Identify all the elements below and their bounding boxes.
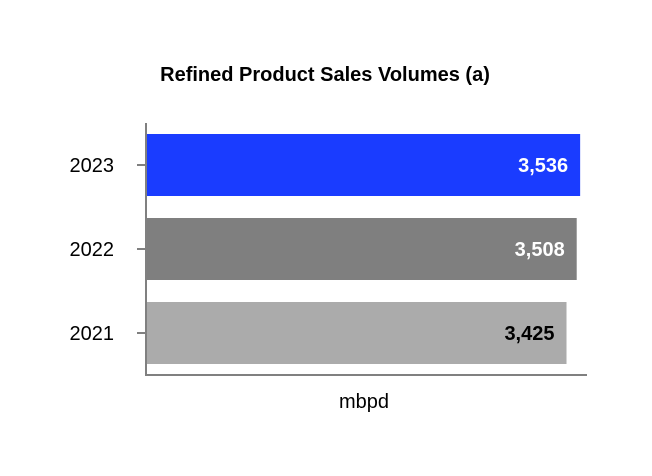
data-labels-group: 3,536 3,508 3,425 [504,155,568,345]
y-tick-label-2022: 2022 [70,239,115,261]
data-label-2023: 3,536 [518,155,568,177]
data-label-2021: 3,425 [504,323,554,345]
chart-title: Refined Product Sales Volumes (a) [160,64,490,86]
bar-2022 [146,218,577,280]
bar-2021 [146,302,567,364]
y-tick-label-2023: 2023 [70,155,115,177]
bars-group [146,134,581,364]
bar-2023 [146,134,581,196]
x-axis-label: mbpd [339,391,389,413]
y-ticks-group: 2023 2022 2021 [70,155,146,345]
y-tick-label-2021: 2021 [70,323,115,345]
data-label-2022: 3,508 [515,239,565,261]
